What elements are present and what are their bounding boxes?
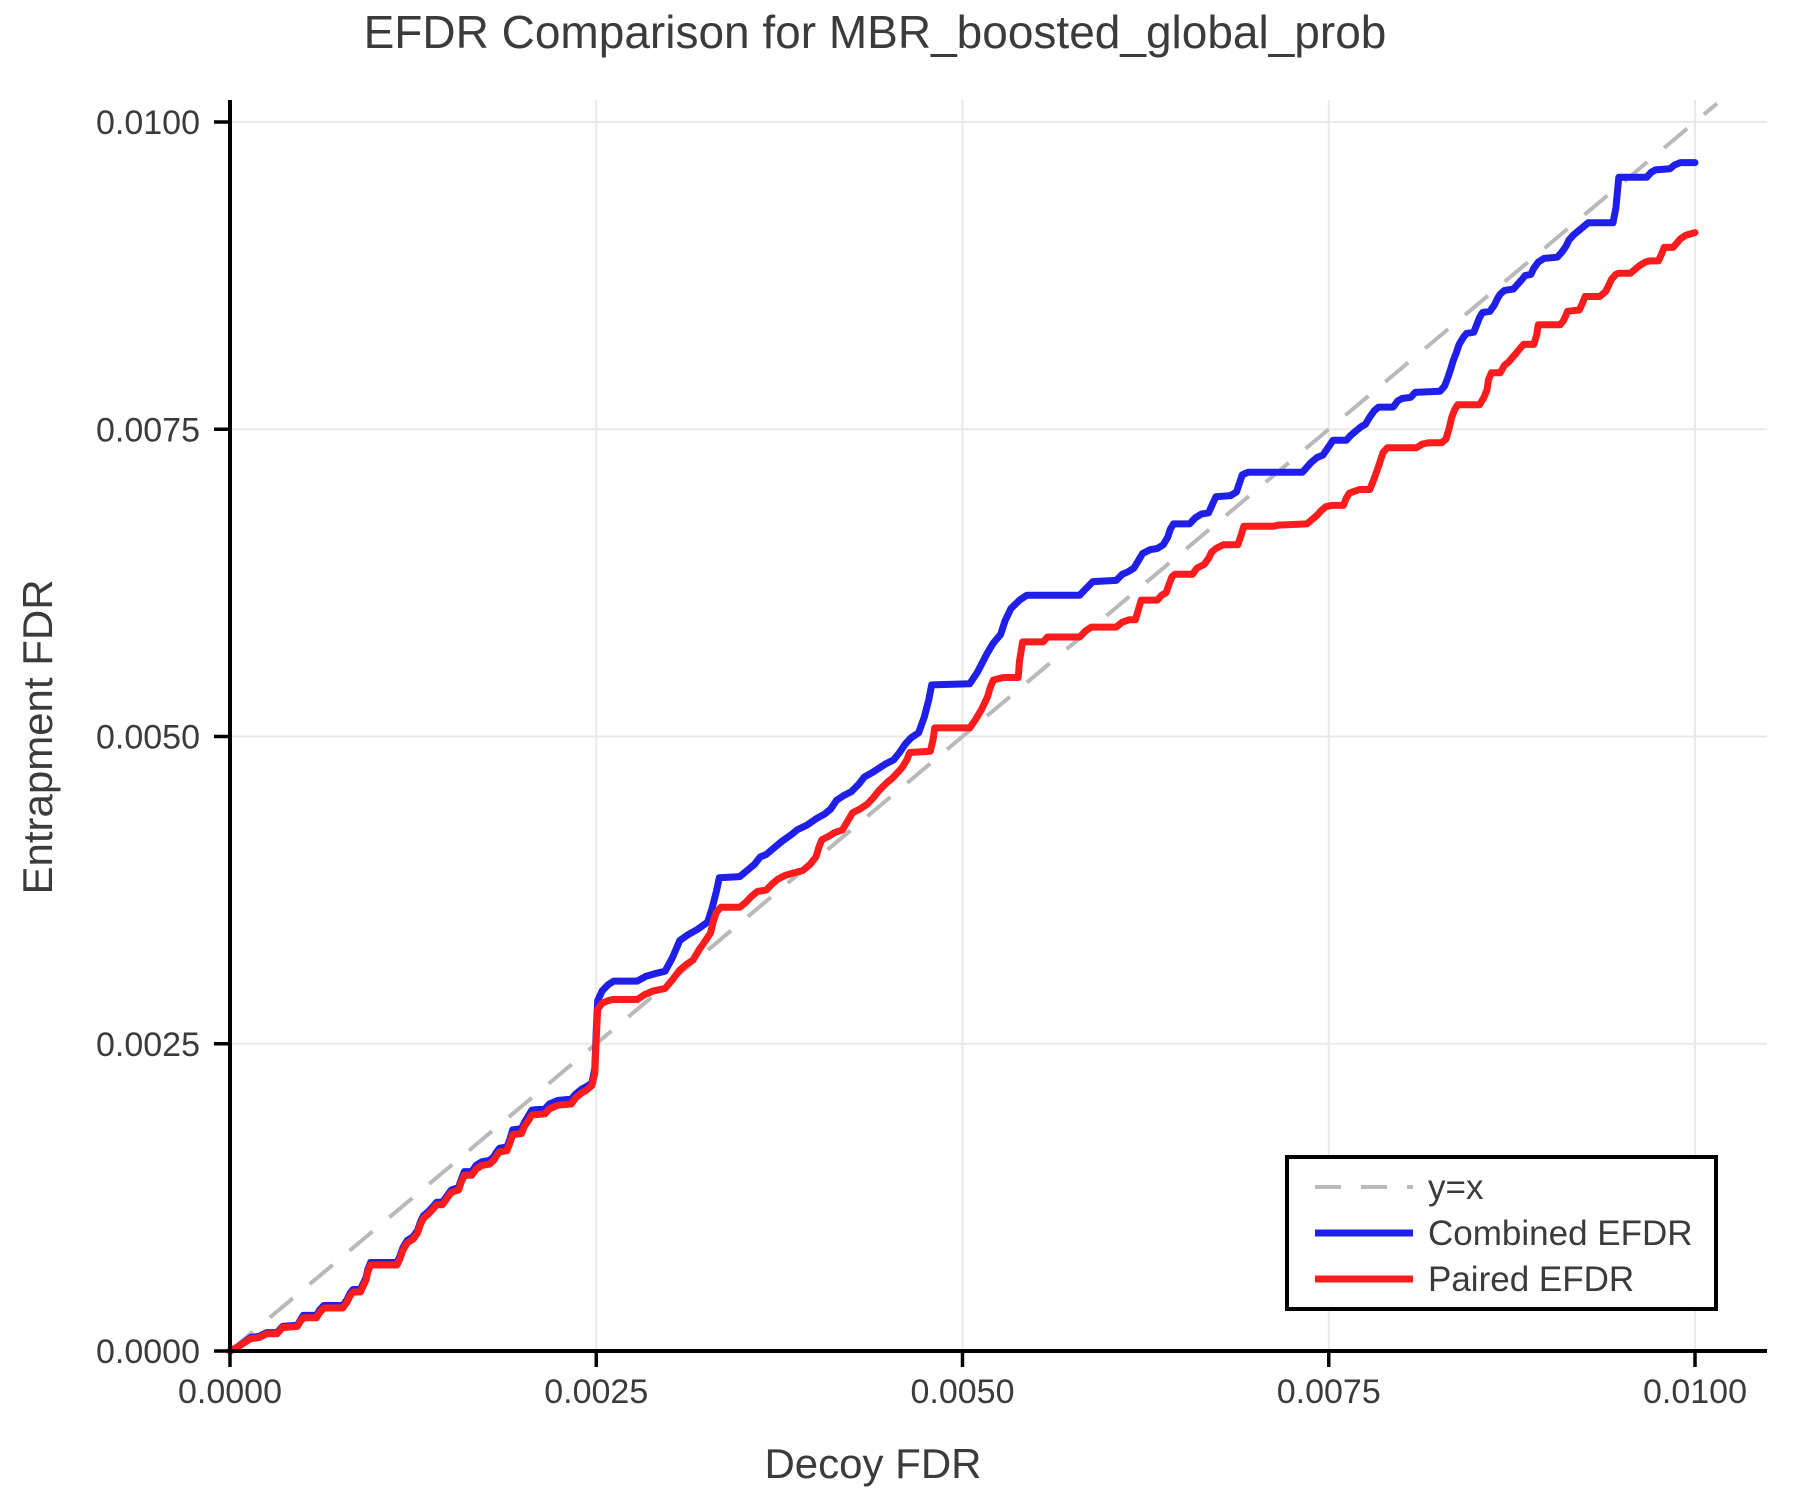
- chart-title: EFDR Comparison for MBR_boosted_global_p…: [364, 6, 1387, 58]
- y-tick-label: 0.0075: [96, 411, 200, 449]
- axis-tick-marks: [214, 120, 1697, 1367]
- x-tick-label: 0.0000: [178, 1373, 282, 1411]
- legend-label-identity: y=x: [1428, 1168, 1484, 1207]
- x-tick-label: 0.0025: [544, 1373, 648, 1411]
- x-tick-label: 0.0075: [1277, 1373, 1381, 1411]
- y-tick-label: 0.0025: [96, 1026, 200, 1064]
- x-axis-label: Decoy FDR: [764, 1440, 981, 1487]
- legend: y=x Combined EFDR Paired EFDR: [1285, 1155, 1718, 1311]
- axis-spines: [228, 100, 1767, 1353]
- legend-label-combined: Combined EFDR: [1428, 1214, 1693, 1253]
- y-axis-label: Entrapment FDR: [14, 579, 61, 894]
- y-tick-label: 0.0000: [96, 1333, 200, 1371]
- y-tick-label: 0.0050: [96, 719, 200, 757]
- gridlines: [230, 100, 1767, 1351]
- y-tick-label: 0.0100: [96, 104, 200, 142]
- x-tick-label: 0.0050: [911, 1373, 1015, 1411]
- x-tick-label: 0.0100: [1643, 1373, 1747, 1411]
- identity-dashed-line: [228, 102, 1719, 1353]
- legend-label-paired: Paired EFDR: [1428, 1260, 1634, 1299]
- axis-tick-labels: 0.0000 0.0025 0.0050 0.0075 0.0100 0.0000 0.00…: [96, 104, 1747, 1411]
- paired-efdr-line: [226, 229, 1699, 1355]
- data-series-lines: [226, 159, 1699, 1355]
- identity-line: [228, 102, 1719, 1353]
